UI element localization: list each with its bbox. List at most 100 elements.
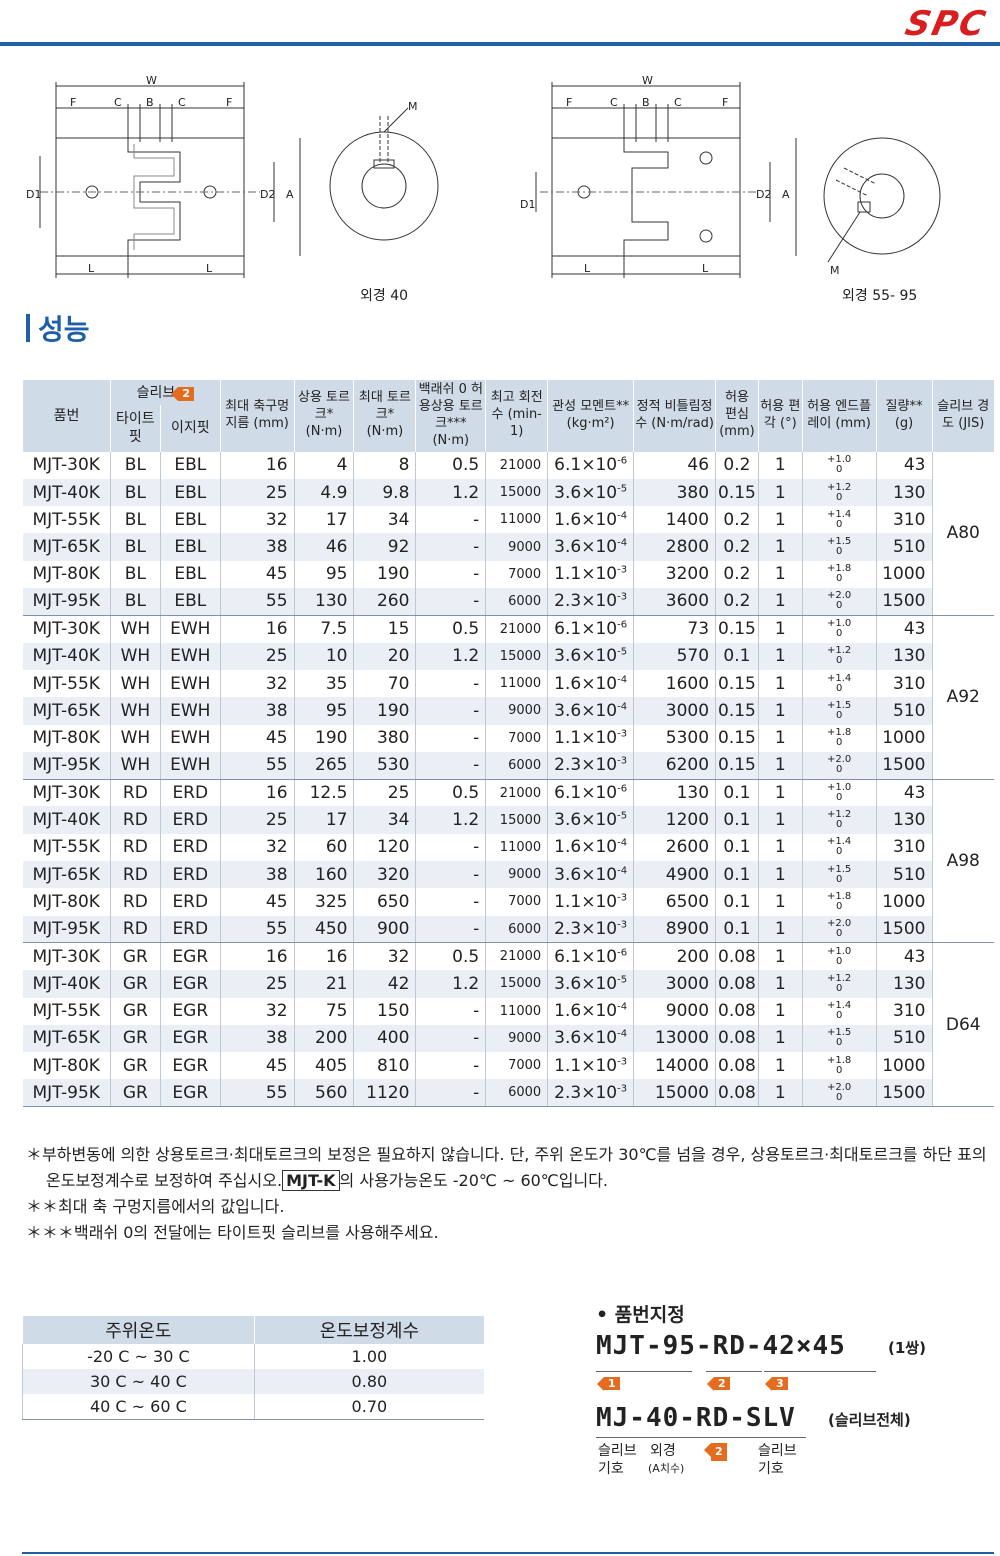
table-cell: - [415, 861, 486, 889]
table-cell: RD [109, 779, 161, 807]
table-cell: 3.6×10-5 [547, 642, 634, 670]
table-cell: 1120 [353, 1079, 416, 1108]
table-cell: 7000 [485, 1052, 548, 1080]
brand-logo: SPC [901, 4, 991, 44]
svg-text:M: M [830, 264, 840, 277]
table-cell: EWH [159, 751, 221, 780]
table-cell: MJT-40K [22, 970, 111, 998]
table-cell: WH [109, 642, 161, 670]
table-cell: MJT-30K [32, 946, 100, 967]
table-cell: MJT-95K [22, 1079, 111, 1108]
table-cell: BL [109, 451, 161, 479]
svg-text:A: A [286, 188, 294, 201]
table-cell: 130 [875, 970, 932, 998]
table-cell: 1000 [875, 560, 932, 589]
table-cell: 2600 [633, 833, 716, 862]
table-cell: 1 [757, 533, 803, 561]
header-rated: 상용 토르크* (N·m) [293, 380, 354, 452]
table-cell: 55 [219, 1079, 295, 1108]
table-cell: EWH [159, 724, 221, 752]
table-cell: 21000 [485, 451, 548, 479]
table-cell: 0.1 [715, 642, 759, 670]
table-cell: 320 [353, 861, 416, 889]
table-row: MJT-55K GR EGR 32 75 150-11000 1.6×10-4 9000 0.0… [23, 997, 995, 1025]
table-cell: 1000 [875, 724, 932, 752]
table-cell: 95 [293, 560, 354, 589]
table-cell: BL [109, 533, 161, 561]
table-cell: 3600 [633, 588, 716, 616]
badge-2: 2 [707, 1377, 730, 1391]
table-cell: 11000 [485, 669, 548, 698]
svg-text:L: L [88, 262, 95, 275]
table-cell: RD [109, 915, 161, 944]
table-cell: 1 [757, 1052, 803, 1080]
code1-badges: 1 2 3 [596, 1365, 996, 1395]
right-side-drawing: W F C B C F D1 D2 A L L [520, 74, 797, 278]
table-cell: 43 [875, 779, 932, 807]
header-inertia: 관성 모멘트** (kg·m²) [547, 380, 634, 452]
table-row: MJT-65K GR EGR 38 200 400-9000 3.6×10-4 13000 0.… [22, 1024, 995, 1053]
table-row: MJT-80K GR EGR 45 405 810-7000 1.1×10-3 14000 0.… [23, 1052, 995, 1080]
table-cell: 0.1 [715, 861, 759, 889]
table-cell: 38 [219, 861, 295, 889]
table-cell: EWH [159, 642, 221, 670]
table-cell: 0.08 [715, 970, 759, 998]
table-cell: 1500 [875, 1079, 932, 1108]
table-cell: 8900 [633, 915, 716, 944]
table-cell: 35 [293, 669, 354, 698]
table-cell: 0.15 [715, 697, 759, 725]
table-cell: 1 [757, 451, 803, 479]
table-cell: 120 [353, 833, 416, 862]
label-outer: 외경 [650, 1443, 676, 1459]
svg-text:D2: D2 [756, 188, 771, 201]
table-cell: 55 [219, 588, 295, 616]
svg-text:F: F [226, 96, 232, 109]
hardness-cell: A80 [931, 451, 994, 616]
table-cell: 34 [353, 506, 416, 534]
table-cell: +1.5 0 [801, 861, 877, 889]
table-cell: 1 [757, 560, 803, 589]
table-cell: 130 [875, 806, 932, 834]
table-row: MJT-40K GR EGR 25 21 42 1.2 15000 3.6×10-5 3000 0.… [22, 970, 995, 998]
table-cell: 1600 [633, 669, 716, 698]
table-cell: 25 [219, 806, 295, 834]
table-cell: 1.2 [415, 642, 486, 670]
table-cell: 150 [353, 997, 416, 1025]
table-cell: 2.3×10-3 [547, 1079, 634, 1108]
table-cell: MJT-55K [32, 1001, 100, 1022]
table-cell: 6.1×10-6 [547, 779, 634, 807]
table-cell: 7.5 [293, 615, 354, 643]
table-cell: 15 [353, 615, 416, 643]
badge-1: 1 [597, 1377, 620, 1391]
table-cell: 6.1×10-6 [547, 451, 634, 479]
table-cell: EGR [159, 970, 221, 998]
title-bar [26, 314, 30, 342]
header-easy-fit: 이지핏 [159, 405, 221, 452]
table-cell: 12.5 [293, 779, 354, 807]
table-cell: +1.8 0 [801, 1052, 877, 1080]
table-cell: 190 [353, 560, 416, 589]
table-row: MJT-55K RD ERD 32 60 120-11000 1.6×10-4 2600 0.1… [23, 833, 995, 862]
table-cell: 310 [875, 669, 932, 698]
table-cell: EBL [159, 560, 221, 589]
table-cell: MJT-80K [32, 564, 100, 585]
table-cell: +1.5 0 [801, 533, 877, 561]
svg-text:A: A [782, 188, 790, 201]
header-eccentricity: 허용 편심 (mm) [715, 380, 759, 452]
table-cell: +1.4 0 [801, 669, 877, 698]
table-cell: 15000 [485, 970, 548, 998]
svg-text:L: L [702, 262, 709, 275]
table-cell: EBL [159, 451, 221, 479]
table-cell: BL [109, 560, 161, 589]
table-cell: 1500 [875, 751, 932, 780]
table-cell: MJT-40K [22, 478, 111, 507]
table-cell: EWH [159, 697, 221, 725]
table-cell: GR [109, 997, 161, 1025]
table-cell: MJT-40K [22, 642, 111, 670]
table-cell: 265 [293, 751, 354, 780]
table-row: MJT-95K RD ERD 55 450 900-6000 2.3×10-3 8900 0.1… [22, 915, 995, 944]
table-cell: 1 [757, 997, 803, 1025]
table-cell: +2.0 0 [801, 915, 877, 944]
table-cell: 1 [757, 970, 803, 998]
table-cell: 1.2 [415, 478, 486, 507]
